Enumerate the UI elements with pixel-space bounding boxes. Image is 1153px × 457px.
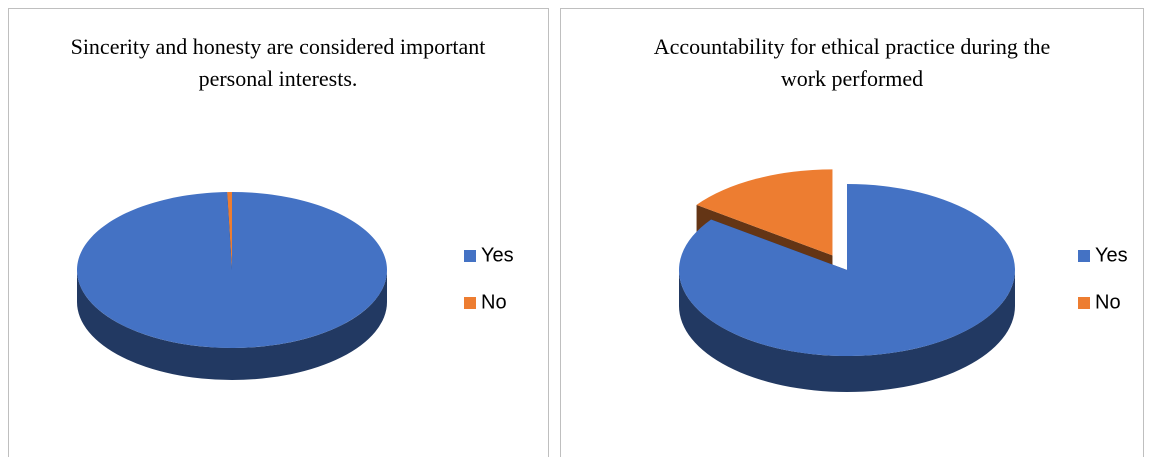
- legend-swatch: [1078, 297, 1090, 309]
- slice: [76, 192, 387, 348]
- legend-swatch: [464, 297, 476, 309]
- legend-swatch: [1078, 250, 1090, 262]
- legend-swatch: [464, 250, 476, 262]
- chart-title: Accountability for ethical practice duri…: [654, 34, 1050, 91]
- legend-label: Yes: [481, 244, 514, 266]
- slice-side: [77, 270, 387, 380]
- slice: [227, 192, 232, 270]
- slice: [696, 169, 833, 256]
- legend-label: Yes: [1095, 244, 1128, 266]
- slice: [679, 184, 1015, 357]
- legend-label: No: [1095, 291, 1121, 313]
- chart-title: Sincerity and honesty are considered imp…: [71, 34, 486, 91]
- legend-label: No: [481, 291, 507, 313]
- slice-side: [679, 270, 1015, 392]
